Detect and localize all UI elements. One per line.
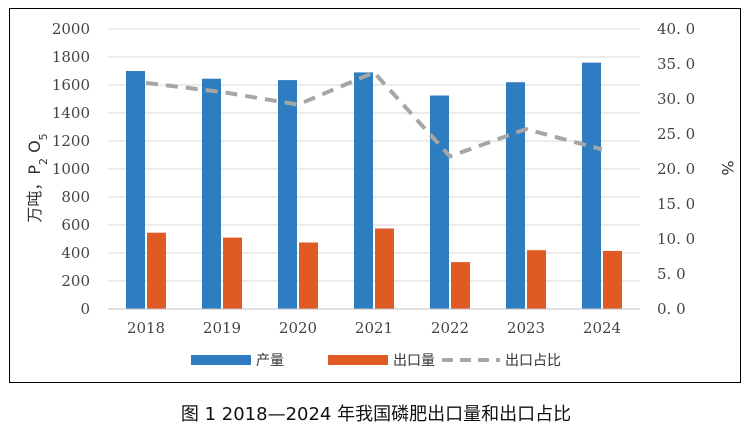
y-left-tick-label: 0 [80,300,90,318]
y-right-tick-label: 30. 0 [657,90,695,108]
gridlines [108,28,640,282]
y-right-tick-label: 25. 0 [657,125,695,143]
y-axis-left-label-part: 5 [37,133,50,140]
bar-production [582,62,601,309]
legend: 产量 出口量 出口占比 [191,353,561,369]
y-left-tick-label: 1000 [52,160,90,178]
bar-export [375,228,394,309]
bar-production [506,82,525,309]
y-axis-right-label: % [718,160,737,175]
bar-production [202,78,221,309]
x-tick-label: 2018 [127,319,165,337]
y-left-tick-label: 1400 [52,104,90,122]
axes: 0 200 400 600 800 1000 1200 1400 1600 1800 2000 0. … [52,20,695,337]
y-right-tick-label: 40. 0 [657,20,695,38]
y-left-tick-label: 1800 [52,48,90,66]
y-left-tick-label: 1600 [52,76,90,94]
y-axis-left-label-part: O [25,140,44,158]
ratio-line-path [145,70,603,159]
y-left-tick-label: 800 [61,188,90,206]
y-left-tick-label: 600 [61,216,90,234]
bar-export [451,262,470,309]
x-tick-label: 2023 [507,319,545,337]
y-left-tick-label: 2000 [52,20,90,38]
y-right-tick-label: 15. 0 [657,195,695,213]
legend-swatch-production [191,355,251,365]
ratio-line [145,70,603,159]
y-axis-left-label-part: 2 [37,158,50,165]
x-tick-label: 2019 [203,319,241,337]
y-right-tick-label: 20. 0 [657,160,695,178]
y-axis-left-label-part: 万吨，P [25,165,44,223]
x-tick-label: 2021 [355,319,393,337]
bar-export [527,250,546,309]
y-right-tick-label: 5. 0 [657,265,686,283]
y-left-tick-label: 1200 [52,132,90,150]
legend-label-ratio: 出口占比 [505,353,561,369]
y-left-tick-label: 200 [61,272,90,290]
x-tick-label: 2022 [431,319,469,337]
legend-label-export: 出口量 [393,353,435,369]
bar-export [603,250,622,309]
y-right-tick-label: 10. 0 [657,230,695,248]
bar-production [126,71,145,309]
bar-production [354,72,373,310]
y-right-tick-label: 0. 0 [657,300,686,318]
bars [126,62,622,310]
bar-export [299,242,318,309]
legend-swatch-export [328,355,388,365]
x-tick-label: 2024 [583,319,621,337]
figure-caption: 图 1 2018—2024 年我国磷肥出口量和出口占比 [181,404,571,425]
bar-export [223,237,242,309]
x-tick-label: 2020 [279,319,317,337]
y-axis-left-label: 万吨，P2 O5 [25,133,50,222]
legend-label-production: 产量 [256,353,284,369]
y-left-tick-label: 400 [61,244,90,262]
bar-export [147,232,166,309]
y-right-tick-label: 35. 0 [657,55,695,73]
bar-production [430,95,449,309]
bar-production [278,80,297,309]
